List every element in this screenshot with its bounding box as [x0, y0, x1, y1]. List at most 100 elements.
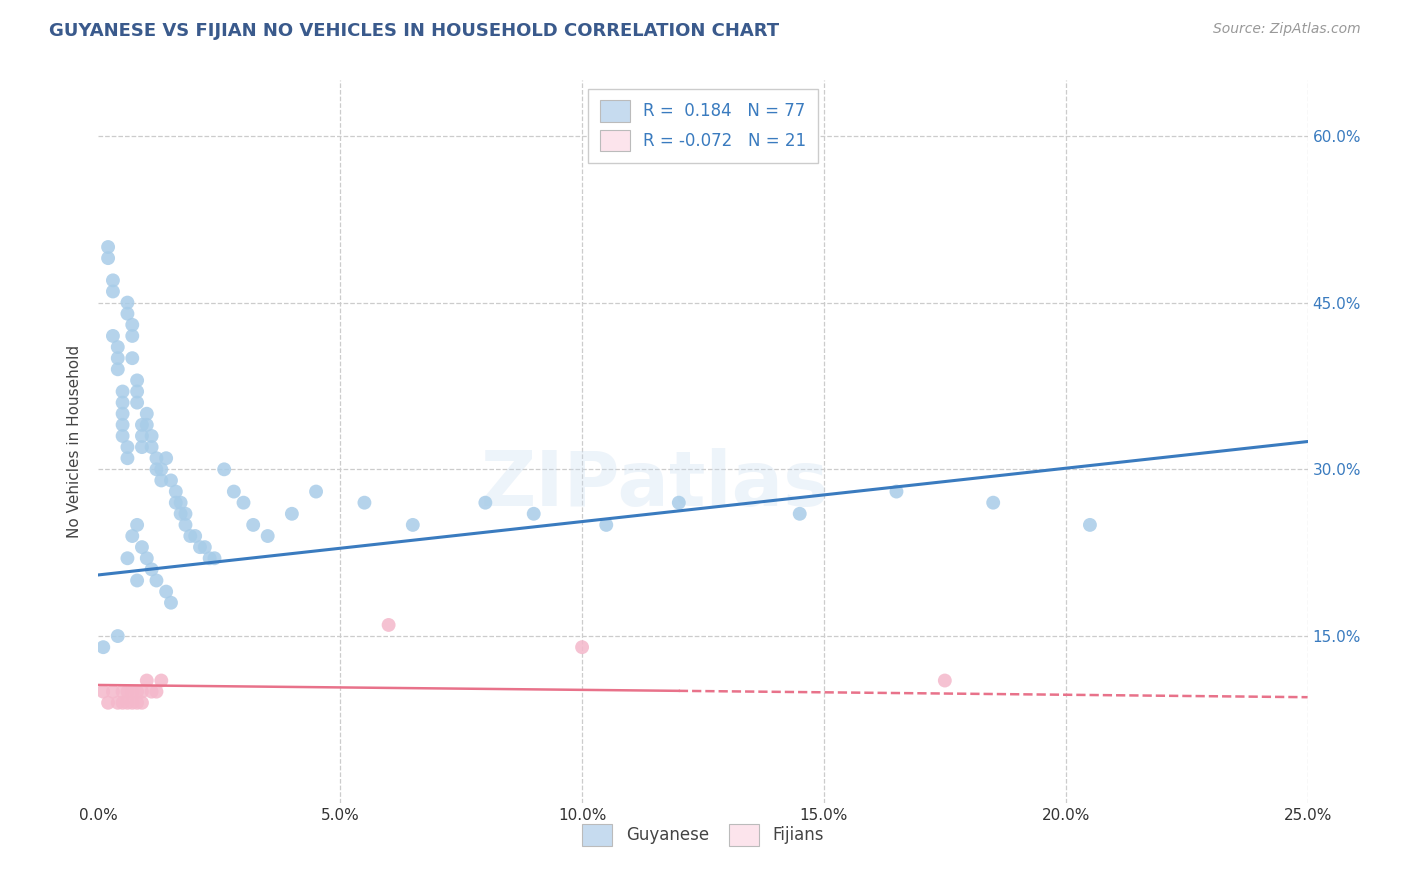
Point	[131, 417, 153, 432]
Point	[121, 351, 143, 366]
Point	[131, 440, 153, 454]
Point	[117, 451, 139, 466]
Point	[789, 507, 811, 521]
Point	[121, 696, 143, 710]
Text: Source: ZipAtlas.com: Source: ZipAtlas.com	[1213, 22, 1361, 37]
Point	[232, 496, 254, 510]
Point	[169, 496, 191, 510]
Point	[135, 407, 157, 421]
Point	[111, 684, 134, 698]
Text: ZIPatlas: ZIPatlas	[481, 448, 830, 522]
Point	[111, 429, 134, 443]
Point	[145, 451, 167, 466]
Point	[127, 384, 149, 399]
Point	[169, 507, 191, 521]
Point	[174, 507, 197, 521]
Legend: Guyanese, Fijians: Guyanese, Fijians	[575, 818, 831, 852]
Point	[111, 407, 134, 421]
Point	[101, 329, 124, 343]
Point	[117, 696, 139, 710]
Point	[141, 562, 163, 576]
Point	[117, 307, 139, 321]
Point	[121, 318, 143, 332]
Point	[256, 529, 278, 543]
Point	[127, 696, 149, 710]
Point	[242, 517, 264, 532]
Point	[402, 517, 425, 532]
Point	[934, 673, 956, 688]
Point	[141, 684, 163, 698]
Point	[212, 462, 235, 476]
Point	[117, 551, 139, 566]
Point	[179, 529, 201, 543]
Point	[97, 251, 120, 265]
Point	[127, 574, 149, 588]
Point	[353, 496, 375, 510]
Point	[121, 684, 143, 698]
Point	[474, 496, 496, 510]
Point	[107, 696, 129, 710]
Point	[127, 395, 149, 409]
Point	[305, 484, 328, 499]
Point	[886, 484, 908, 499]
Point	[165, 496, 187, 510]
Point	[155, 584, 177, 599]
Point	[281, 507, 304, 521]
Point	[131, 540, 153, 554]
Point	[107, 362, 129, 376]
Point	[131, 429, 153, 443]
Point	[107, 340, 129, 354]
Point	[145, 574, 167, 588]
Point	[377, 618, 399, 632]
Point	[111, 696, 134, 710]
Point	[117, 440, 139, 454]
Point	[101, 285, 124, 299]
Point	[523, 507, 546, 521]
Point	[101, 684, 124, 698]
Point	[127, 373, 149, 387]
Point	[131, 696, 153, 710]
Point	[111, 395, 134, 409]
Point	[165, 484, 187, 499]
Point	[111, 417, 134, 432]
Point	[101, 273, 124, 287]
Point	[668, 496, 690, 510]
Point	[1078, 517, 1101, 532]
Point	[198, 551, 221, 566]
Point	[111, 384, 134, 399]
Point	[222, 484, 245, 499]
Point	[188, 540, 211, 554]
Point	[141, 429, 163, 443]
Point	[135, 551, 157, 566]
Point	[145, 684, 167, 698]
Point	[97, 240, 120, 254]
Point	[91, 640, 114, 655]
Point	[117, 295, 139, 310]
Point	[121, 529, 143, 543]
Point	[174, 517, 197, 532]
Point	[121, 329, 143, 343]
Point	[981, 496, 1004, 510]
Point	[97, 696, 120, 710]
Point	[150, 462, 173, 476]
Point	[127, 684, 149, 698]
Text: GUYANESE VS FIJIAN NO VEHICLES IN HOUSEHOLD CORRELATION CHART: GUYANESE VS FIJIAN NO VEHICLES IN HOUSEH…	[49, 22, 779, 40]
Point	[107, 629, 129, 643]
Point	[127, 517, 149, 532]
Point	[135, 417, 157, 432]
Point	[135, 673, 157, 688]
Point	[155, 451, 177, 466]
Point	[595, 517, 617, 532]
Point	[184, 529, 207, 543]
Point	[141, 440, 163, 454]
Point	[131, 684, 153, 698]
Point	[91, 684, 114, 698]
Point	[194, 540, 217, 554]
Point	[117, 684, 139, 698]
Point	[145, 462, 167, 476]
Point	[160, 596, 183, 610]
Point	[107, 351, 129, 366]
Point	[160, 474, 183, 488]
Y-axis label: No Vehicles in Household: No Vehicles in Household	[67, 345, 83, 538]
Point	[204, 551, 226, 566]
